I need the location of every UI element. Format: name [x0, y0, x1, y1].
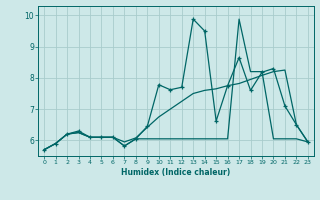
- X-axis label: Humidex (Indice chaleur): Humidex (Indice chaleur): [121, 168, 231, 177]
